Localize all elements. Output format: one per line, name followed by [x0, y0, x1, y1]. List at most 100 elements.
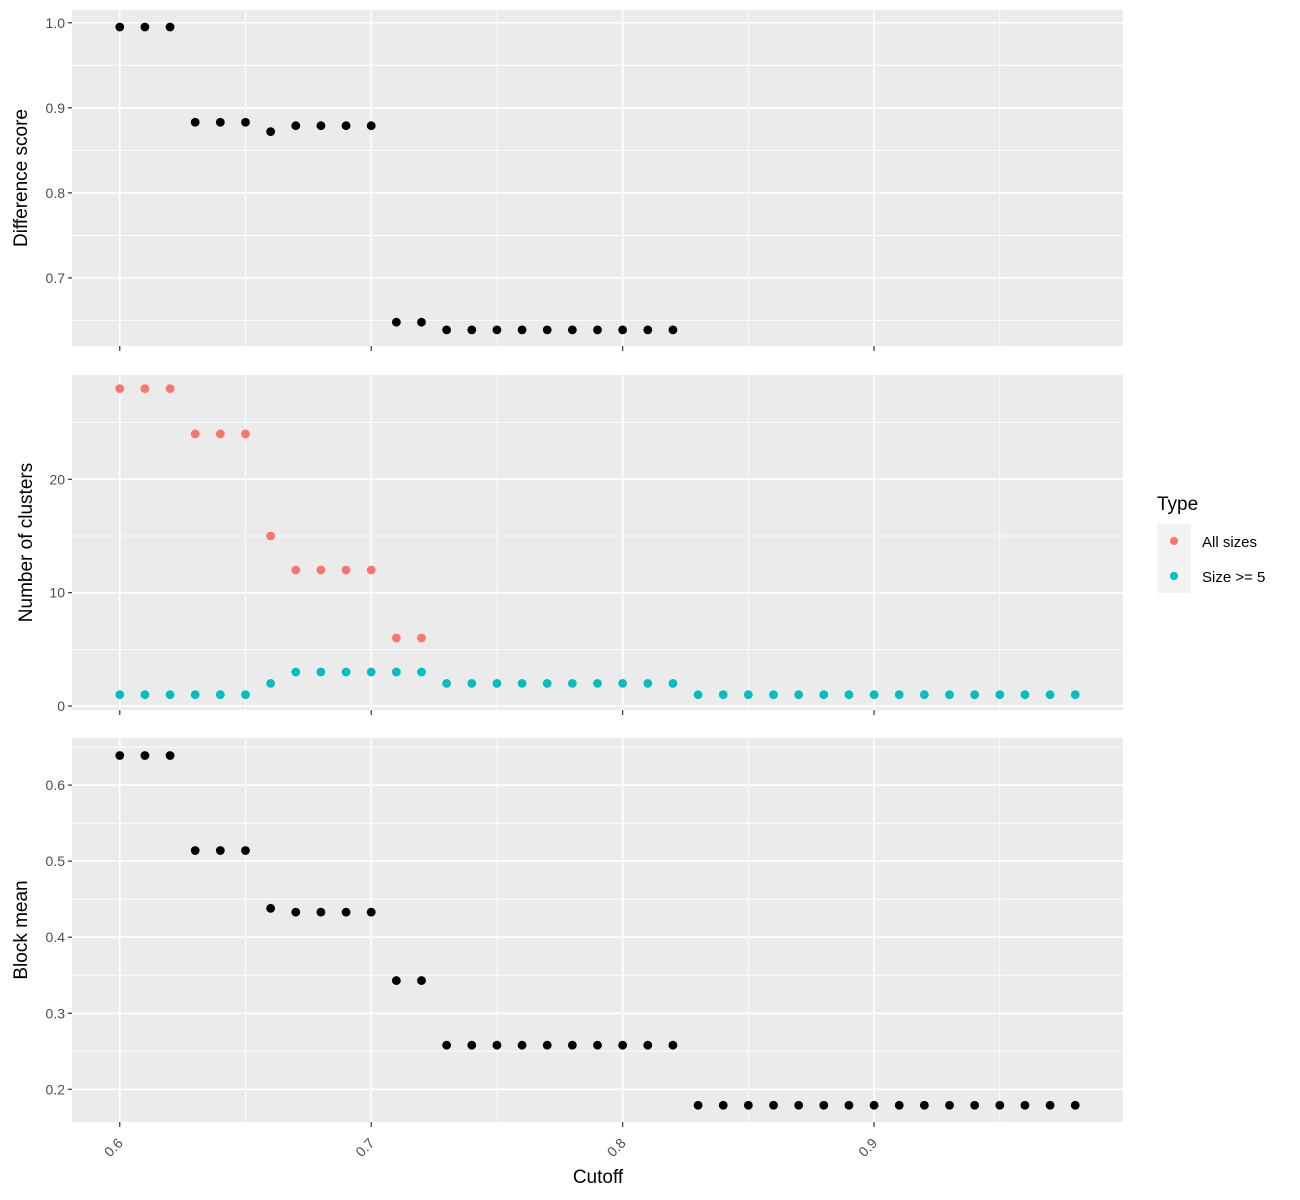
series-size-5	[115, 667, 1080, 700]
legend-title: Type	[1157, 494, 1198, 515]
data-point	[492, 1040, 502, 1050]
legend-key-background	[1157, 524, 1191, 593]
x-tick-label: 0.9	[855, 1135, 880, 1160]
panel-background	[72, 375, 1123, 710]
legend-label-size-ge-5: Size >= 5	[1202, 569, 1265, 586]
y-axis-title: Number of clusters	[16, 463, 37, 622]
data-point	[819, 1100, 829, 1110]
data-point	[919, 1100, 929, 1110]
y-tick-label: 0.9	[46, 100, 66, 116]
data-point	[467, 1040, 477, 1050]
data-point	[417, 633, 426, 643]
panel-background	[72, 738, 1123, 1122]
data-point	[266, 127, 276, 137]
data-point	[215, 117, 225, 127]
data-point	[567, 1040, 577, 1050]
data-point	[417, 976, 426, 985]
data-point	[316, 667, 326, 677]
data-point	[165, 22, 175, 32]
data-point	[970, 1100, 980, 1110]
data-point	[1020, 690, 1030, 700]
data-point	[718, 690, 728, 700]
panel-middle: 0 10 20 Number of clusters	[16, 375, 1123, 715]
data-point	[366, 121, 376, 131]
y-tick-label: 20	[49, 471, 65, 487]
data-point	[140, 22, 150, 32]
y-tick-label: 0.3	[46, 1005, 66, 1021]
data-point	[693, 690, 703, 700]
data-point	[869, 1100, 879, 1110]
data-point	[341, 667, 351, 677]
data-point	[844, 690, 854, 700]
data-point	[743, 1100, 753, 1110]
data-point	[140, 384, 150, 394]
data-point	[517, 1040, 527, 1050]
data-point	[517, 678, 527, 688]
data-point	[442, 325, 452, 335]
x-tick-label: 0.6	[101, 1135, 126, 1160]
data-point	[266, 678, 276, 688]
data-point	[190, 429, 200, 439]
data-point	[844, 1100, 854, 1110]
y-tick-label: 0	[57, 698, 65, 714]
y-tick-label: 0.7	[46, 270, 66, 286]
data-point	[417, 317, 426, 327]
data-point	[241, 690, 250, 700]
data-point	[1045, 690, 1055, 700]
data-point	[165, 384, 175, 394]
data-point	[794, 690, 804, 700]
data-point	[417, 667, 426, 677]
data-point	[769, 690, 778, 700]
series-points	[115, 22, 678, 335]
data-point	[115, 22, 125, 32]
data-point	[542, 678, 552, 688]
legend-label-all-sizes: All sizes	[1202, 534, 1257, 551]
panel-background	[72, 10, 1123, 346]
data-point	[115, 690, 125, 700]
data-point	[140, 751, 150, 760]
data-point	[995, 1100, 1005, 1110]
data-point	[190, 117, 200, 127]
y-tick-label: 0.5	[46, 853, 66, 869]
data-point	[919, 690, 929, 700]
data-point	[618, 678, 628, 688]
data-point	[894, 1100, 904, 1110]
data-point	[593, 678, 602, 688]
data-point	[391, 667, 401, 677]
data-point	[618, 325, 628, 335]
data-point	[215, 846, 225, 855]
data-point	[241, 846, 250, 855]
data-point	[643, 325, 653, 335]
data-point	[442, 1040, 452, 1050]
data-point	[165, 751, 175, 760]
data-point	[341, 565, 351, 575]
data-point	[869, 690, 879, 700]
panel-bottom: 0.2 0.3 0.4 0.5 0.6 Block mean 0.6 0.7 0.8 0.9	[11, 738, 1123, 1160]
y-tick-label: 0.4	[46, 929, 66, 945]
data-point	[140, 690, 150, 700]
data-point	[643, 1040, 653, 1050]
data-point	[894, 690, 904, 700]
y-axis-title: Difference score	[11, 109, 32, 247]
data-point	[442, 678, 452, 688]
data-point	[567, 325, 577, 335]
data-point	[115, 751, 125, 760]
data-point	[492, 678, 502, 688]
data-point	[618, 1040, 628, 1050]
data-point	[266, 531, 276, 541]
data-point	[492, 325, 502, 335]
data-point	[366, 667, 376, 677]
data-point	[668, 1040, 678, 1050]
data-point	[1020, 1100, 1030, 1110]
data-point	[316, 121, 326, 131]
data-point	[241, 117, 250, 127]
data-point	[165, 690, 175, 700]
y-tick-label: 0.8	[46, 185, 66, 201]
data-point	[542, 325, 552, 335]
data-point	[517, 325, 527, 335]
data-point	[945, 1100, 954, 1110]
data-point	[668, 325, 678, 335]
data-point	[366, 565, 376, 575]
data-point	[718, 1100, 728, 1110]
data-point	[190, 846, 200, 855]
